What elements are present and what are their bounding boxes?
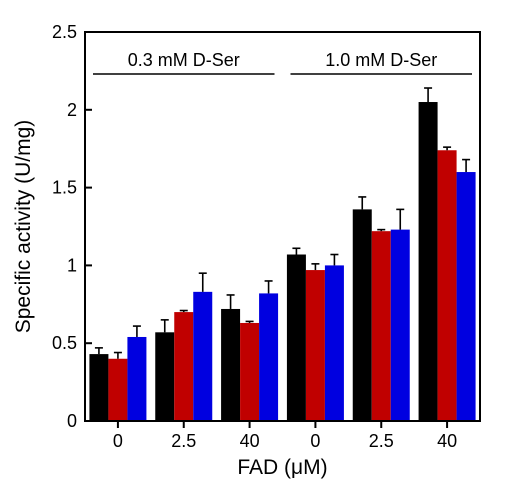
bar bbox=[127, 336, 147, 421]
bar bbox=[305, 270, 325, 421]
y-tick-label: 0 bbox=[67, 411, 77, 431]
bar bbox=[390, 229, 410, 421]
plot-frame bbox=[84, 31, 481, 422]
x-tick-label: 0 bbox=[310, 431, 320, 451]
bar bbox=[193, 291, 213, 421]
bar bbox=[89, 354, 109, 421]
error-bars-layer bbox=[94, 87, 471, 359]
bar bbox=[456, 172, 476, 421]
x-axis-title: FAD (μM) bbox=[237, 456, 327, 479]
x-tick-label: 40 bbox=[240, 431, 260, 451]
y-tick-label: 1.5 bbox=[52, 178, 77, 198]
group-labels: 0.3 mM D-Ser 1.0 mM D-Ser bbox=[93, 50, 472, 75]
x-tick-label: 2.5 bbox=[369, 431, 394, 451]
bar bbox=[240, 322, 260, 421]
y-tick-label: 2 bbox=[67, 100, 77, 120]
y-axis-title: Specific activity (U/mg) bbox=[12, 120, 35, 334]
x-tick-label: 2.5 bbox=[171, 431, 196, 451]
bar bbox=[371, 231, 391, 421]
bar bbox=[286, 254, 306, 421]
x-tick-label: 40 bbox=[437, 431, 457, 451]
y-tick-label: 1 bbox=[67, 255, 77, 275]
bar bbox=[437, 150, 457, 422]
bars-layer bbox=[89, 102, 476, 422]
group-label: 1.0 mM D-Ser bbox=[325, 50, 437, 70]
bar bbox=[352, 209, 372, 421]
group-label: 0.3 mM D-Ser bbox=[128, 50, 240, 70]
x-axis: 0 2.5 40 0 2.5 40 bbox=[113, 421, 457, 451]
bar bbox=[221, 308, 241, 421]
bar bbox=[324, 265, 344, 421]
bar bbox=[418, 102, 438, 422]
bar bbox=[259, 293, 279, 421]
bar bbox=[108, 358, 128, 421]
x-tick-label: 0 bbox=[113, 431, 123, 451]
y-tick-label: 0.5 bbox=[52, 333, 77, 353]
y-tick-label: 2.5 bbox=[52, 22, 77, 42]
y-axis: 0 0.5 1 1.5 2 2.5 bbox=[52, 22, 92, 431]
bar bbox=[174, 312, 194, 421]
bar bbox=[155, 332, 175, 421]
